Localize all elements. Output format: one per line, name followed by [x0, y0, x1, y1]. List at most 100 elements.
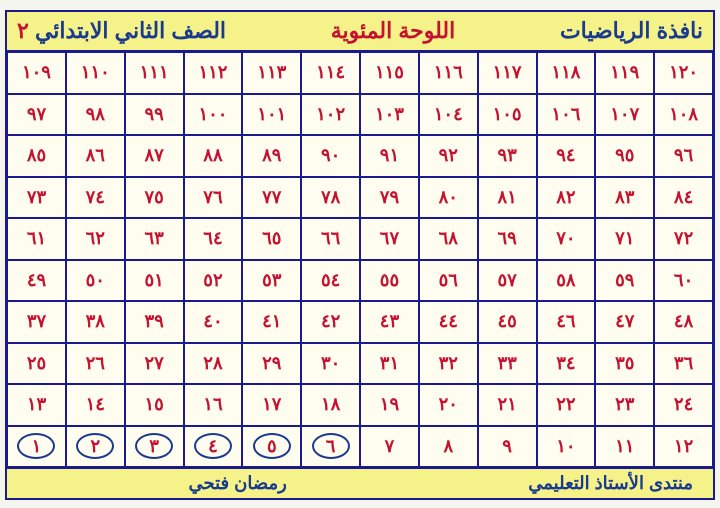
grid-cell: ٥٦ [419, 260, 478, 302]
grid-cell: ٣٥ [595, 343, 654, 385]
grid-cell: ٣١ [360, 343, 419, 385]
grid-cell: ٢٩ [242, 343, 301, 385]
grid-cell: ٥١ [125, 260, 184, 302]
grid-cell: ٢٢ [537, 384, 596, 426]
grid-row: ٧٢٧١٧٠٦٩٦٨٦٧٦٦٦٥٦٤٦٣٦٢٦١ [7, 218, 713, 260]
grid-cell: ٣ [125, 426, 184, 468]
grid-cell: ٩٩ [125, 94, 184, 136]
grid-cell: ١٠٦ [537, 94, 596, 136]
grid-cell: ٧٠ [537, 218, 596, 260]
grid-cell: ١١٧ [478, 52, 537, 94]
grid-cell: ٢٧ [125, 343, 184, 385]
grid-cell: ٢٤ [654, 384, 713, 426]
grid-cell: ١١٩ [595, 52, 654, 94]
grid-row: ٤٨٤٧٤٦٤٥٤٤٤٣٤٢٤١٤٠٣٩٣٨٣٧ [7, 301, 713, 343]
grid-cell: ٦٦ [301, 218, 360, 260]
grid-cell: ٣٨ [66, 301, 125, 343]
grid-cell: ٧٧ [242, 177, 301, 219]
grid-cell: ٨٥ [7, 135, 66, 177]
grid-cell: ٢١ [478, 384, 537, 426]
header-title-subject: نافذة الرياضيات [560, 18, 703, 44]
grid-cell: ١٠٥ [478, 94, 537, 136]
grid-cell: ٥٠ [66, 260, 125, 302]
grid-cell: ٩٣ [478, 135, 537, 177]
grid-cell: ١٠٤ [419, 94, 478, 136]
grid-cell: ٣٧ [7, 301, 66, 343]
grid-cell: ٢٥ [7, 343, 66, 385]
grid-cell: ١٠٠ [184, 94, 243, 136]
circle-marker [17, 433, 55, 459]
grid-cell: ١٦ [184, 384, 243, 426]
grid-cell: ٦٢ [66, 218, 125, 260]
circle-marker [76, 433, 114, 459]
grid-cell: ٥٩ [595, 260, 654, 302]
grid-cell: ٥ [242, 426, 301, 468]
grid-cell: ٦٥ [242, 218, 301, 260]
grid-cell: ١١٢ [184, 52, 243, 94]
grid-cell: ٦٤ [184, 218, 243, 260]
grid-cell: ٢٠ [419, 384, 478, 426]
grid-cell: ١٠٩ [7, 52, 66, 94]
grid-cell: ١٨ [301, 384, 360, 426]
grid-cell: ١٧ [242, 384, 301, 426]
grid-cell: ٣٠ [301, 343, 360, 385]
grid-cell: ٣٦ [654, 343, 713, 385]
grid-cell: ١٠٧ [595, 94, 654, 136]
circle-marker [135, 433, 173, 459]
grid-row: ١٠٨١٠٧١٠٦١٠٥١٠٤١٠٣١٠٢١٠١١٠٠٩٩٩٨٩٧ [7, 94, 713, 136]
grid-cell: ١٠٣ [360, 94, 419, 136]
grid-cell: ٩٠ [301, 135, 360, 177]
grid-cell: ١٩ [360, 384, 419, 426]
circle-marker [194, 433, 232, 459]
grid-row: ١٢١١١٠٩٨٧٦٥٤٣٢١ [7, 426, 713, 468]
grid-cell: ٥٥ [360, 260, 419, 302]
grid-cell: ٦٨ [419, 218, 478, 260]
grid-cell: ١١ [595, 426, 654, 468]
grid-cell: ٦ [301, 426, 360, 468]
grid-cell: ١١٨ [537, 52, 596, 94]
grid-cell: ١٤ [66, 384, 125, 426]
grid-cell: ٤٣ [360, 301, 419, 343]
grid-cell: ٩٨ [66, 94, 125, 136]
grid-cell: ٢٦ [66, 343, 125, 385]
grid-cell: ٧٢ [654, 218, 713, 260]
grid-cell: ٦١ [7, 218, 66, 260]
grid-cell: ٣٣ [478, 343, 537, 385]
grid-cell: ٧٨ [301, 177, 360, 219]
grid-cell: ٩٥ [595, 135, 654, 177]
grid-cell: ٨١ [478, 177, 537, 219]
grid-cell: ٧٩ [360, 177, 419, 219]
grid-cell: ٤٦ [537, 301, 596, 343]
grid-cell: ١٠٢ [301, 94, 360, 136]
footer-forum-name: منتدى الأستاذ التعليمي [528, 473, 693, 494]
grid-cell: ٢٨ [184, 343, 243, 385]
header-title-main: اللوحة المئوية [331, 18, 455, 44]
grid-row: ١٢٠١١٩١١٨١١٧١١٦١١٥١١٤١١٣١١٢١١١١١٠١٠٩ [7, 52, 713, 94]
grid-cell: ١١٥ [360, 52, 419, 94]
grid-cell: ٩٢ [419, 135, 478, 177]
grid-cell: ٣٤ [537, 343, 596, 385]
grid-cell: ٣٩ [125, 301, 184, 343]
grid-cell: ١٠ [537, 426, 596, 468]
grid-cell: ٨٤ [654, 177, 713, 219]
grid-cell: ٤٢ [301, 301, 360, 343]
grid-cell: ٦٩ [478, 218, 537, 260]
grid-cell: ٤٧ [595, 301, 654, 343]
grid-cell: ٧٣ [7, 177, 66, 219]
footer-bar: منتدى الأستاذ التعليمي رمضان فتحي [5, 469, 715, 500]
grid-cell: ٧٦ [184, 177, 243, 219]
grid-cell: ٨٨ [184, 135, 243, 177]
grid-cell: ٦٠ [654, 260, 713, 302]
grid-cell: ٥٤ [301, 260, 360, 302]
grid-cell: ٧١ [595, 218, 654, 260]
grid-cell: ٦٧ [360, 218, 419, 260]
grid-cell: ٢ [66, 426, 125, 468]
grid-cell: ٨٦ [66, 135, 125, 177]
grid-cell: ٩٦ [654, 135, 713, 177]
grid-cell: ٨ [419, 426, 478, 468]
circle-marker [253, 433, 291, 459]
grid-cell: ٤٠ [184, 301, 243, 343]
grid-cell: ٦٣ [125, 218, 184, 260]
grid-cell: ٩ [478, 426, 537, 468]
grid-row: ٦٠٥٩٥٨٥٧٥٦٥٥٥٤٥٣٥٢٥١٥٠٤٩ [7, 260, 713, 302]
